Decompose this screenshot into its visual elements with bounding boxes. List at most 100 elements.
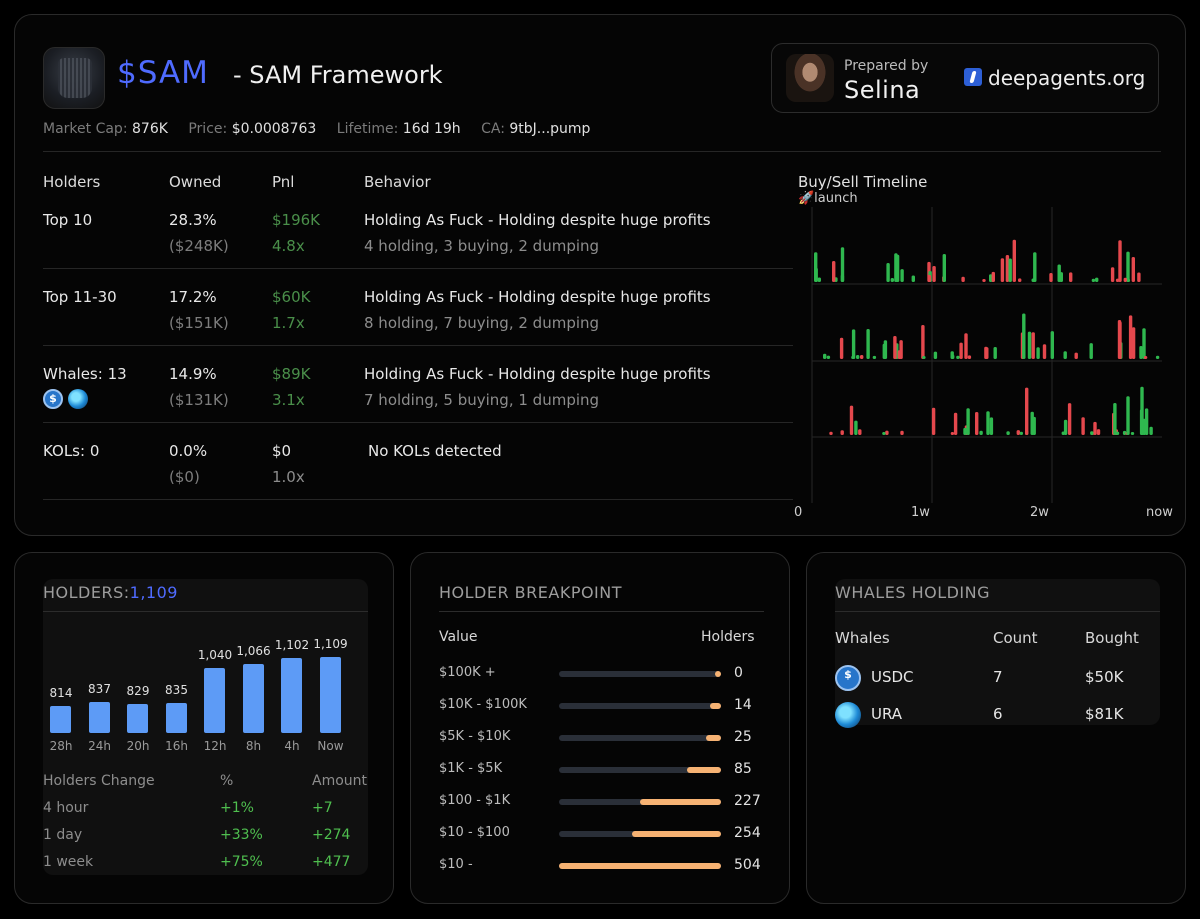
breakpoint-bar-track — [559, 671, 721, 677]
change-pct: +75% — [220, 854, 263, 870]
contract-label: CA: — [481, 121, 505, 137]
buy-spike — [1027, 331, 1032, 359]
buy-spike — [1140, 386, 1144, 435]
buy-spike — [1008, 258, 1012, 282]
sell-spike — [964, 333, 968, 359]
sell-spike — [1118, 321, 1122, 359]
breakpoint-bar-fill — [709, 703, 721, 709]
buy-spike — [1063, 419, 1068, 435]
owned-usd: ($131K) — [169, 391, 229, 409]
holder-group-name: KOLs: 0 — [43, 442, 100, 460]
whales-title: WHALES HOLDING — [835, 583, 991, 602]
timeline-title: Buy/Sell Timeline — [798, 173, 928, 191]
axis-label: 0 — [794, 505, 803, 520]
market-cap-label: Market Cap: — [43, 121, 128, 137]
buy-spike — [1022, 313, 1026, 359]
holders-bar — [204, 668, 225, 733]
holders-bar — [88, 702, 110, 733]
col-header-owned: Owned — [169, 173, 222, 191]
owned-pct: 0.0% — [169, 442, 208, 460]
change-pct: +1% — [220, 800, 254, 816]
sell-spike — [849, 405, 854, 435]
buy-spike — [950, 351, 954, 359]
holder-group-name: Top 11-30 — [43, 288, 117, 306]
sell-spike — [931, 407, 936, 435]
usdc-icon — [43, 389, 63, 409]
value-header: Value — [439, 629, 478, 645]
sell-spike — [1025, 387, 1029, 435]
behavior-detail: 8 holding, 7 buying, 2 dumping — [364, 314, 600, 332]
buy-spike — [1050, 331, 1054, 359]
holders-bar — [242, 664, 264, 733]
ura-icon — [67, 389, 88, 409]
buy-sell-timeline — [811, 207, 1162, 503]
sell-spike — [832, 261, 836, 282]
buy-spike — [872, 355, 877, 359]
table-row: Top 10 28.3% ($248K) $196K 4.8x Holding … — [43, 187, 1163, 264]
token-logo — [43, 47, 105, 109]
breakpoint-range: $10 - — [439, 857, 473, 872]
sell-spike — [1131, 257, 1135, 282]
count-col-header: Count — [993, 629, 1038, 647]
buy-spike — [866, 329, 870, 359]
breakpoint-range: $1K - $5K — [439, 761, 503, 776]
bar-category-label: Now — [317, 739, 344, 753]
breakpoint-range: $100 - $1K — [439, 793, 511, 808]
sell-spike — [860, 355, 864, 359]
divider — [439, 611, 764, 612]
change-amount: +477 — [312, 854, 351, 870]
buy-spike — [933, 351, 938, 359]
buy-spike — [942, 254, 946, 282]
breakpoint-bar-fill — [714, 671, 721, 677]
behavior-text: Holding As Fuck - Holding despite huge p… — [364, 288, 711, 306]
sell-spike — [900, 430, 904, 435]
owned-pct: 17.2% — [169, 288, 217, 306]
buy-spike — [1006, 431, 1010, 435]
buy-spike — [1095, 277, 1099, 282]
buy-spike — [1089, 343, 1093, 359]
sell-spike — [984, 346, 988, 359]
contract-value[interactable]: 9tbJ...pump — [509, 121, 591, 137]
holders-count: 1,109 — [129, 583, 178, 602]
change-amount: +274 — [312, 827, 351, 843]
whales-holding-panel: WHALES HOLDING Whales Count Bought USDC … — [806, 552, 1186, 904]
prepared-by-card: Prepared by Selina deepagents.org — [771, 43, 1159, 113]
sell-spike — [991, 271, 995, 282]
sell-spike — [921, 325, 925, 359]
buy-spike — [1033, 252, 1037, 282]
sell-spike — [1049, 273, 1053, 282]
buy-spike — [882, 432, 886, 435]
breakpoint-bar-fill — [686, 767, 721, 773]
bar-value-label: 1,102 — [274, 638, 310, 653]
site-link[interactable]: deepagents.org — [988, 66, 1146, 90]
holders-bar — [319, 657, 341, 733]
breakpoint-bar-track — [559, 767, 721, 773]
buy-spike — [1063, 351, 1067, 359]
pnl-value: $60K — [272, 288, 311, 306]
buy-spike — [886, 263, 890, 282]
axis-label: 2w — [1030, 505, 1049, 520]
sell-spike — [1128, 315, 1133, 359]
breakpoint-count: 25 — [734, 729, 752, 745]
buy-spike — [1090, 431, 1094, 435]
buy-spike — [1091, 278, 1096, 282]
breakpoint-range: $5K - $10K — [439, 729, 511, 744]
lifetime-value: 16d 19h — [402, 121, 461, 137]
table-row: Whales: 13 14.9% ($131K) $89K 3.1x Holdi… — [43, 341, 1163, 418]
buy-spike — [1122, 430, 1127, 435]
buy-spike — [963, 427, 967, 435]
bar-category-label: 20h — [126, 739, 150, 753]
sell-spike — [927, 274, 932, 282]
buy-spike — [922, 356, 926, 359]
owned-usd: ($151K) — [169, 314, 229, 332]
holders-title-label: HOLDERS: — [43, 583, 130, 602]
axis-label: now — [1146, 505, 1173, 520]
sell-spike — [950, 432, 955, 435]
bar-value-label: 837 — [88, 682, 111, 697]
breakpoint-range: $10K - $100K — [439, 697, 527, 712]
pnl-value: $0 — [272, 442, 292, 460]
sell-spike — [829, 431, 833, 435]
whales-col-header: Whales — [835, 629, 890, 647]
owned-usd: ($0) — [169, 468, 200, 486]
change-pct: +33% — [220, 827, 263, 843]
